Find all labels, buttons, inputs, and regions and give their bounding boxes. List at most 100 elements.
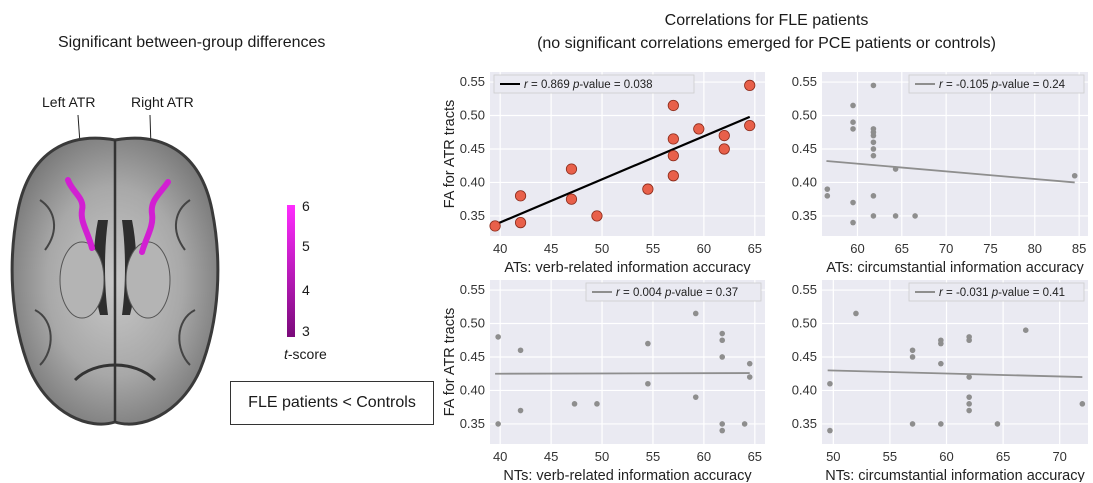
data-point <box>719 337 726 344</box>
x-axis-label: ATs: circumstantial information accuracy <box>826 260 1084 274</box>
data-point <box>495 421 501 427</box>
data-point <box>870 126 877 132</box>
data-point <box>909 354 916 360</box>
right-panel-subtitle: (no significant correlations emerged for… <box>537 35 996 52</box>
y-tick-label: 0.35 <box>460 208 485 223</box>
y-tick-label: 0.55 <box>792 282 817 297</box>
data-point <box>514 217 527 229</box>
data-point <box>909 421 916 427</box>
label-right-atr: Right ATR <box>131 94 194 110</box>
data-point <box>645 340 651 347</box>
x-tick-label: 70 <box>939 241 953 256</box>
y-tick-label: 0.50 <box>792 316 817 331</box>
x-tick-label: 45 <box>544 241 558 256</box>
data-point <box>719 427 726 434</box>
annotation-text: r = 0.004 p-value = 0.37 <box>616 287 738 299</box>
data-point <box>514 190 527 202</box>
data-point <box>489 220 501 232</box>
x-tick-label: 50 <box>595 449 609 464</box>
data-point <box>718 143 730 155</box>
data-point <box>667 99 679 112</box>
annotation-text: r = 0.869 p-value = 0.038 <box>524 79 653 91</box>
data-point <box>966 401 972 407</box>
x-tick-label: 65 <box>748 449 762 464</box>
plot-background <box>490 280 765 444</box>
colorbar-tick-5: 5 <box>302 238 310 254</box>
data-point <box>746 360 753 367</box>
data-point <box>594 401 600 407</box>
data-point <box>741 421 748 427</box>
y-tick-label: 0.50 <box>792 108 817 123</box>
data-point <box>719 354 726 360</box>
data-point <box>495 334 501 340</box>
y-tick-label: 0.35 <box>460 416 485 431</box>
data-point <box>517 347 524 354</box>
y-tick-label: 0.35 <box>792 416 817 431</box>
plot-background <box>490 72 765 236</box>
data-point <box>667 170 679 182</box>
colorbar-tick-3: 3 <box>302 323 310 339</box>
scatter-plot-nts-circumstantial: 50 55 60 65 70 0.35 0.40 0.45 0.50 0.55 r = -0.031… <box>792 280 1088 482</box>
data-point <box>892 166 899 172</box>
data-point <box>892 213 899 219</box>
contrast-box: FLE patients < Controls <box>230 381 434 425</box>
x-tick-label: 65 <box>895 241 909 256</box>
annotation-text: r = -0.031 p-value = 0.41 <box>939 287 1065 299</box>
data-point <box>850 102 856 109</box>
x-axis-label: ATs: verb-related information accuracy <box>504 260 751 274</box>
data-point <box>719 421 726 427</box>
data-point <box>824 186 831 192</box>
data-point <box>850 199 856 206</box>
x-tick-label: 65 <box>748 241 762 256</box>
scatter-plot-ats-verb: 40 45 50 55 60 65 0.35 0.40 0.45 0.50 0.55 r = 0.86… <box>442 72 765 274</box>
regression-line <box>494 115 751 226</box>
data-point <box>966 374 972 380</box>
y-tick-label: 0.50 <box>460 108 485 123</box>
annotation-box <box>908 282 1085 302</box>
x-tick-label: 50 <box>595 241 609 256</box>
data-point <box>719 330 726 337</box>
x-tick-label: 50 <box>826 449 840 464</box>
data-point <box>645 380 651 387</box>
y-tick-label: 0.45 <box>792 141 817 156</box>
data-point <box>744 119 756 132</box>
brain-axial-slice <box>10 114 220 426</box>
y-tick-label: 0.45 <box>792 349 817 364</box>
data-point <box>591 210 603 222</box>
plot-background <box>822 280 1088 444</box>
data-point <box>912 213 918 219</box>
data-point <box>693 123 705 135</box>
data-point <box>850 119 856 126</box>
x-tick-label: 40 <box>493 241 507 256</box>
data-point <box>870 82 877 89</box>
annotation-text: r = -0.105 p-value = 0.24 <box>939 79 1066 91</box>
colorbar-tick-6: 6 <box>302 198 310 214</box>
data-point <box>938 360 944 367</box>
data-point <box>850 219 856 226</box>
data-point <box>966 407 972 414</box>
data-point <box>667 133 679 145</box>
annotation-box <box>585 282 762 302</box>
annotation-box <box>908 74 1085 94</box>
plot-background <box>822 72 1088 236</box>
data-point <box>909 347 916 354</box>
colorbar-label: t-score <box>284 346 327 362</box>
x-tick-label: 55 <box>646 449 660 464</box>
data-point <box>1022 327 1029 334</box>
colorbar-tick-4: 4 <box>302 282 310 298</box>
regression-line <box>495 372 750 375</box>
data-point <box>692 310 699 317</box>
left-panel-title: Significant between-group differences <box>58 34 326 51</box>
regression-line <box>827 369 1083 378</box>
label-left-atr: Left ATR <box>42 94 96 110</box>
x-tick-label: 45 <box>544 449 558 464</box>
data-point <box>938 337 944 344</box>
scatter-plot-nts-verb: 40 45 50 55 60 65 0.35 0.40 0.45 0.50 0.55 r = 0.00… <box>442 280 765 482</box>
x-tick-label: 80 <box>1028 241 1042 256</box>
x-tick-label: 60 <box>850 241 864 256</box>
data-point <box>870 146 877 152</box>
data-point <box>870 139 877 146</box>
data-point <box>824 193 831 199</box>
data-point <box>692 394 699 400</box>
data-point <box>746 374 753 380</box>
